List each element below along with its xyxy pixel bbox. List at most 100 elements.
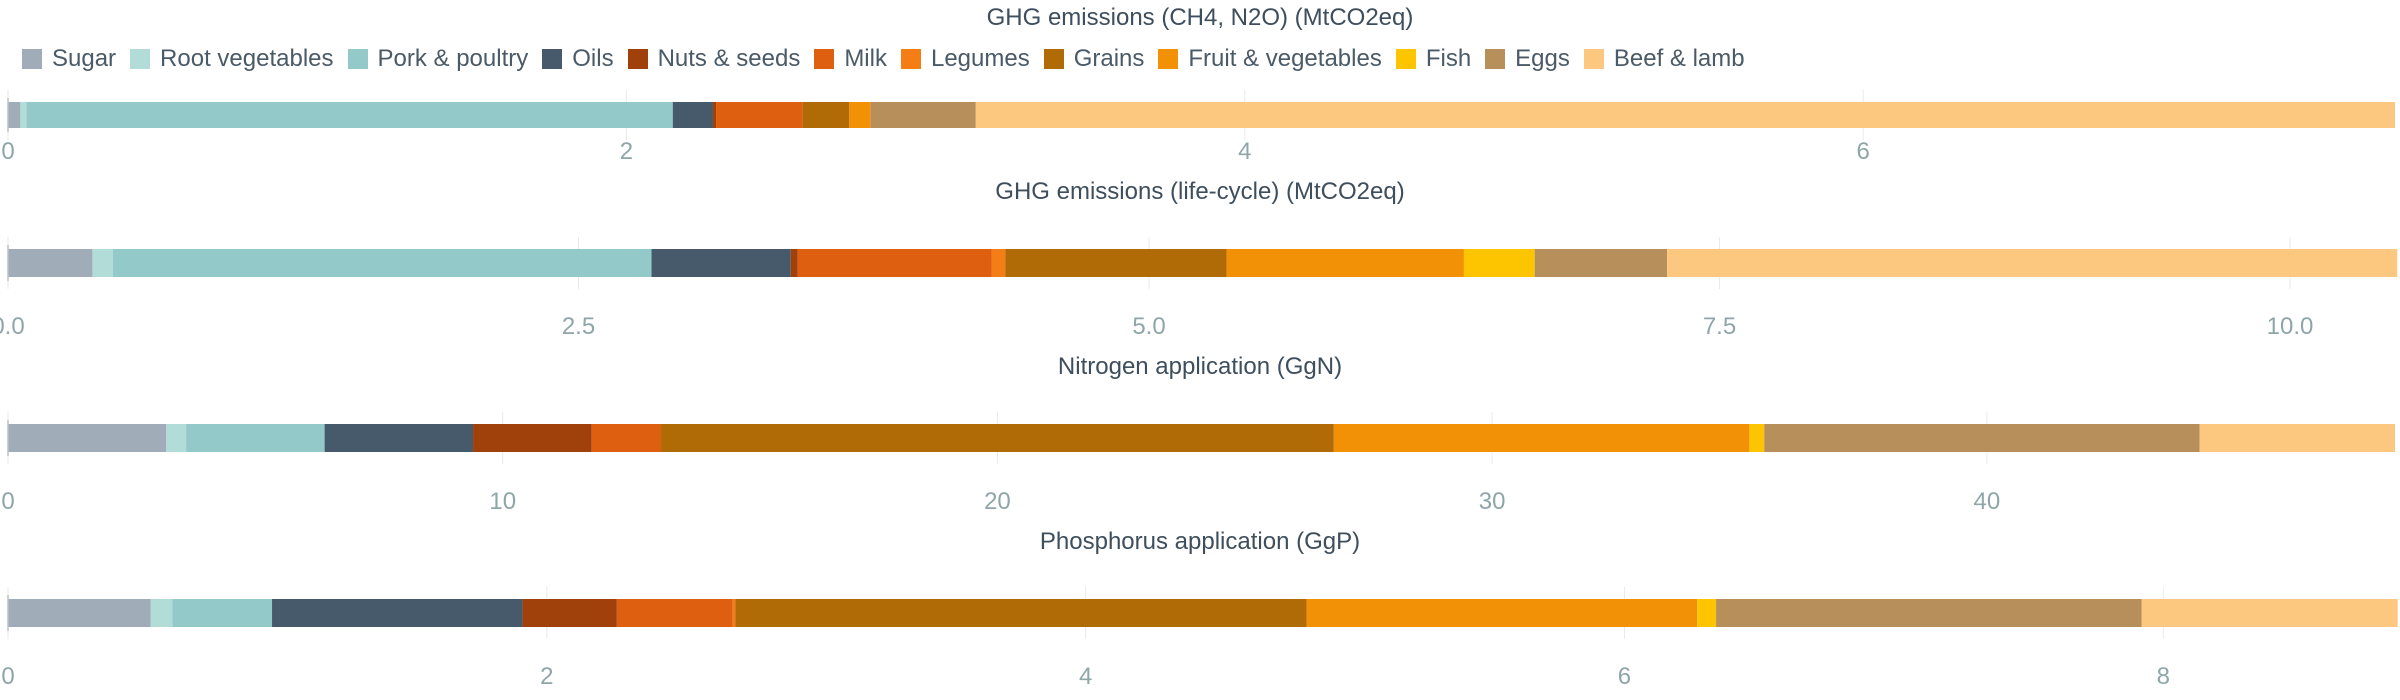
bar-segment-grains (1005, 249, 1227, 277)
bar-segment-oils (651, 249, 791, 277)
x-tick-label: 8 (2157, 663, 2170, 690)
chart-title: Nitrogen application (GgN) (1058, 353, 1342, 380)
bar-segment-milk (797, 249, 992, 277)
x-tick-label: 7.5 (1703, 313, 1736, 340)
bar-segment-nuts-and-seeds (712, 102, 717, 128)
legend-item-beef-and-lamb[interactable]: Beef & lamb (1583, 45, 1745, 73)
bar-segment-nuts-and-seeds (522, 599, 617, 627)
legend-label: Oils (572, 45, 614, 72)
bar-segment-sugar (8, 249, 93, 277)
bar-segment-milk (616, 599, 733, 627)
bar-segment-milk (591, 424, 662, 452)
legend-item-legumes[interactable]: Legumes (900, 45, 1030, 73)
legend-label: Fruit & vegetables (1188, 45, 1382, 72)
legend-label: Sugar (52, 45, 117, 72)
bar-segment-fruit-and-vegetables (849, 102, 871, 128)
legend-label: Beef & lamb (1613, 45, 1745, 72)
x-tick-label: 6 (1857, 138, 1870, 165)
x-tick-label: 0 (1, 488, 14, 515)
legend-swatch (814, 49, 835, 69)
bar-segment-pork-and-poultry (112, 249, 652, 277)
x-tick-label: 2.5 (562, 313, 595, 340)
legend-swatch (627, 49, 648, 69)
chart-title: GHG emissions (CH4, N2O) (MtCO2eq) (987, 4, 1414, 31)
legend-item-root-vegetables[interactable]: Root vegetables (130, 45, 334, 73)
x-tick-label: 40 (1974, 488, 2001, 515)
bar-segment-pork-and-poultry (26, 102, 673, 128)
legend-item-sugar[interactable]: Sugar (22, 45, 116, 73)
legend-swatch (1583, 49, 1604, 69)
bar-segment-eggs (1534, 249, 1668, 277)
x-tick-label: 4 (1079, 663, 1092, 690)
chart-title: GHG emissions (life-cycle) (MtCO2eq) (995, 178, 1404, 205)
legend-swatch (1043, 49, 1064, 69)
legend-swatch (22, 49, 42, 69)
bar-segment-oils (672, 102, 713, 128)
bar-segment-legumes (991, 249, 1006, 277)
legend-item-grains[interactable]: Grains (1043, 45, 1145, 73)
bar-segment-sugar (8, 102, 21, 128)
bar-segment-pork-and-poultry (186, 424, 325, 452)
bar-segment-nuts-and-seeds (790, 249, 798, 277)
x-tick-label: 10.0 (2267, 313, 2314, 340)
legend-item-oils[interactable]: Oils (542, 45, 614, 73)
bar-segment-pork-and-poultry (172, 599, 273, 627)
bar-segment-fruit-and-vegetables (1333, 424, 1750, 452)
legend-swatch (542, 49, 563, 69)
legend-label: Fish (1425, 45, 1472, 72)
bar-segment-oils (324, 424, 474, 452)
legend-label: Legumes (930, 45, 1030, 72)
bar-segment-root-vegetables (166, 424, 187, 452)
legend-swatch (1395, 49, 1416, 69)
x-tick-label: 6 (1618, 663, 1631, 690)
x-tick-label: 10 (489, 488, 516, 515)
legend-label: Eggs (1515, 45, 1570, 72)
legend-item-fruit-and-vegetables[interactable]: Fruit & vegetables (1158, 45, 1382, 73)
bar-segment-beef-and-lamb (2141, 599, 2398, 627)
x-tick-label: 2 (620, 138, 633, 165)
x-tick-label: 0.0 (0, 313, 25, 340)
bar-segment-root-vegetables (150, 599, 173, 627)
bar-segment-sugar (8, 424, 167, 452)
legend-item-nuts-and-seeds[interactable]: Nuts & seeds (627, 45, 801, 73)
bar-segment-fruit-and-vegetables (1306, 599, 1698, 627)
legend-swatch (347, 49, 368, 69)
legend-swatch (1485, 49, 1506, 69)
x-tick-label: 0 (1, 663, 14, 690)
bar-segment-sugar (8, 599, 151, 627)
bar-segment-beef-and-lamb (2199, 424, 2395, 452)
bar-segment-grains (661, 424, 1334, 452)
bar-segment-eggs (870, 102, 976, 128)
x-tick-label: 5.0 (1132, 313, 1165, 340)
chart-title: Phosphorus application (GgP) (1040, 528, 1360, 555)
bar-segment-grains (802, 102, 850, 128)
bar-segment-nuts-and-seeds (473, 424, 592, 452)
bar-segment-fruit-and-vegetables (1226, 249, 1464, 277)
bar-segment-milk (716, 102, 803, 128)
legend-item-fish[interactable]: Fish (1395, 45, 1472, 73)
bar-segment-fish (1749, 424, 1765, 452)
legend-label: Pork & poultry (377, 45, 529, 72)
bar-segment-eggs (1764, 424, 2200, 452)
bar-segment-grains (735, 599, 1307, 627)
legend-item-eggs[interactable]: Eggs (1485, 45, 1570, 73)
legend: Sugar Root vegetables Pork & poultry Oils Nu… (22, 42, 1759, 76)
bar-segment-oils (272, 599, 523, 627)
bar-segment-fish (1463, 249, 1535, 277)
legend-item-pork-and-poultry[interactable]: Pork & poultry (347, 45, 529, 73)
x-tick-label: 2 (540, 663, 553, 690)
legend-label: Milk (844, 45, 887, 72)
legend-label: Nuts & seeds (657, 45, 801, 72)
legend-label: Grains (1073, 45, 1145, 72)
x-tick-label: 0 (1, 138, 14, 165)
legend-swatch (130, 49, 151, 69)
bar-segment-legumes (732, 599, 736, 627)
bar-segment-beef-and-lamb (1667, 249, 2398, 277)
legend-swatch (1158, 49, 1179, 69)
bar-segment-fish (1697, 599, 1717, 627)
x-tick-label: 4 (1238, 138, 1251, 165)
bar-segment-beef-and-lamb (975, 102, 2395, 128)
bar-segment-root-vegetables (20, 102, 27, 128)
legend-item-milk[interactable]: Milk (814, 45, 887, 73)
